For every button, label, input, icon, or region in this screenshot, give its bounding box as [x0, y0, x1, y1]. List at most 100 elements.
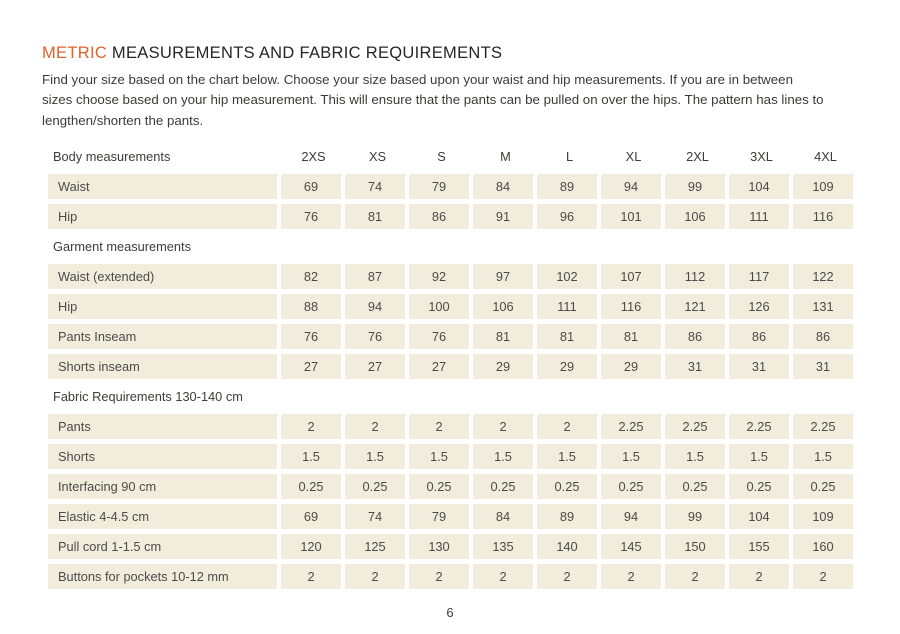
size-column-header: [601, 384, 661, 409]
row-label: Hip: [48, 204, 277, 229]
value-cell: 135: [473, 534, 533, 559]
value-cell: 100: [409, 294, 469, 319]
value-cell: 2: [729, 564, 789, 589]
size-column-header: [537, 384, 597, 409]
value-cell: 76: [345, 324, 405, 349]
size-column-header: [345, 234, 405, 259]
value-cell: 109: [793, 174, 853, 199]
value-cell: 2: [281, 414, 341, 439]
size-column-header: [665, 234, 725, 259]
value-cell: 74: [345, 174, 405, 199]
size-column-header: [793, 384, 853, 409]
value-cell: 86: [665, 324, 725, 349]
size-column-header: [601, 234, 661, 259]
value-cell: 122: [793, 264, 853, 289]
value-cell: 76: [409, 324, 469, 349]
value-cell: 0.25: [601, 474, 661, 499]
value-cell: 82: [281, 264, 341, 289]
table-row: Buttons for pockets 10-12 mm 2 2 2 2 2 2 2 2 2: [48, 564, 853, 589]
value-cell: 87: [345, 264, 405, 289]
value-cell: 106: [665, 204, 725, 229]
value-cell: 111: [729, 204, 789, 229]
value-cell: 101: [601, 204, 661, 229]
value-cell: 2: [409, 564, 469, 589]
size-column-header: [473, 384, 533, 409]
value-cell: 0.25: [473, 474, 533, 499]
value-cell: 29: [601, 354, 661, 379]
value-cell: 0.25: [281, 474, 341, 499]
value-cell: 0.25: [793, 474, 853, 499]
table-row: Waist (extended) 82 87 92 97 102 107 112 117 122: [48, 264, 853, 289]
size-column-header: [345, 384, 405, 409]
value-cell: 94: [601, 174, 661, 199]
intro-line: lengthen/shorten the pants.: [42, 113, 204, 128]
size-column-header: XS: [368, 149, 387, 164]
value-cell: 94: [345, 294, 405, 319]
size-column-header: XL: [625, 149, 642, 164]
value-cell: 106: [473, 294, 533, 319]
value-cell: 89: [537, 174, 597, 199]
size-column-header: 2XS: [301, 149, 326, 164]
table-row: Hip 88 94 100 106 111 116 121 126 131: [48, 294, 853, 319]
page-title-rest: MEASUREMENTS AND FABRIC REQUIREMENTS: [107, 44, 503, 62]
row-label: Elastic 4-4.5 cm: [48, 504, 277, 529]
row-label: Buttons for pockets 10-12 mm: [48, 564, 277, 589]
size-column-header: [281, 234, 341, 259]
page-title: METRIC MEASUREMENTS AND FABRIC REQUIREME…: [42, 44, 858, 63]
value-cell: 99: [665, 174, 725, 199]
value-cell: 27: [281, 354, 341, 379]
value-cell: 74: [345, 504, 405, 529]
value-cell: 27: [409, 354, 469, 379]
size-column-header: [537, 234, 597, 259]
row-label: Interfacing 90 cm: [48, 474, 277, 499]
row-label: Pants: [48, 414, 277, 439]
row-label: Shorts: [48, 444, 277, 469]
value-cell: 121: [665, 294, 725, 319]
size-column-header: S: [437, 149, 446, 164]
section-header-row: Fabric Requirements 130-140 cm: [48, 384, 853, 409]
value-cell: 81: [537, 324, 597, 349]
page-title-highlight: METRIC: [42, 44, 108, 62]
row-label: Pants Inseam: [48, 324, 277, 349]
value-cell: 31: [665, 354, 725, 379]
section-header-label: Fabric Requirements 130-140 cm: [53, 389, 243, 404]
value-cell: 140: [537, 534, 597, 559]
value-cell: 69: [281, 174, 341, 199]
row-label: Shorts inseam: [48, 354, 277, 379]
value-cell: 76: [281, 204, 341, 229]
value-cell: 126: [729, 294, 789, 319]
table-row: Waist 69 74 79 84 89 94 99 104 109: [48, 174, 853, 199]
value-cell: 0.25: [665, 474, 725, 499]
value-cell: 2: [537, 564, 597, 589]
value-cell: 160: [793, 534, 853, 559]
value-cell: 0.25: [409, 474, 469, 499]
value-cell: 120: [281, 534, 341, 559]
value-cell: 116: [793, 204, 853, 229]
value-cell: 79: [409, 174, 469, 199]
value-cell: 1.5: [281, 444, 341, 469]
value-cell: 99: [665, 504, 725, 529]
table-row: Shorts 1.5 1.5 1.5 1.5 1.5 1.5 1.5 1.5 1.5: [48, 444, 853, 469]
value-cell: 125: [345, 534, 405, 559]
table-row: Elastic 4-4.5 cm 69 74 79 84 89 94 99 104 109: [48, 504, 853, 529]
row-label: Waist: [48, 174, 277, 199]
size-column-header: 2XL: [686, 149, 709, 164]
size-table: Body measurements 2XS XS S M L XL 2XL 3XL 4XL Wais…: [48, 144, 853, 589]
table-row: Pants 2 2 2 2 2 2.25 2.25 2.25 2.25: [48, 414, 853, 439]
value-cell: 31: [793, 354, 853, 379]
table-row: Interfacing 90 cm 0.25 0.25 0.25 0.25 0.25 0.2…: [48, 474, 853, 499]
value-cell: 31: [729, 354, 789, 379]
row-label: Hip: [48, 294, 277, 319]
size-column-header: [665, 384, 725, 409]
value-cell: 145: [601, 534, 661, 559]
table-row: Hip 76 81 86 91 96 101 106 111 116: [48, 204, 853, 229]
value-cell: 1.5: [601, 444, 661, 469]
value-cell: 2: [601, 564, 661, 589]
page-content: METRIC MEASUREMENTS AND FABRIC REQUIREME…: [42, 44, 858, 589]
value-cell: 79: [409, 504, 469, 529]
size-column-header: [793, 234, 853, 259]
size-column-header: [729, 234, 789, 259]
intro-line: Find your size based on the chart below.…: [42, 72, 793, 87]
value-cell: 94: [601, 504, 661, 529]
